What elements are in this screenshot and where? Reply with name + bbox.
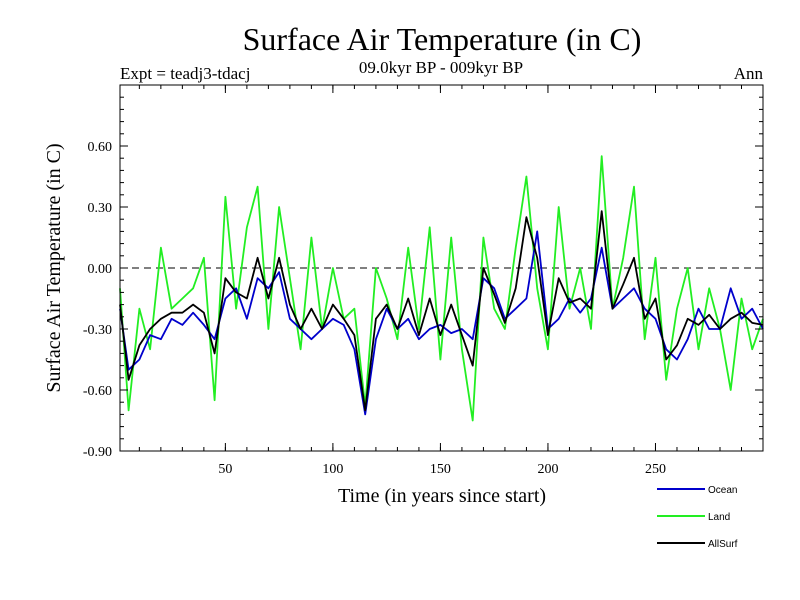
legend: Ocean Land AllSurf (657, 485, 738, 550)
y-tick-label: -0.60 (83, 384, 112, 399)
legend-label-ocean: Ocean (708, 485, 737, 496)
y-tick-label: 0.60 (88, 140, 113, 155)
y-tick-label: 0.00 (88, 262, 113, 277)
x-tick-label: 50 (218, 462, 232, 477)
legend-label-land: Land (708, 512, 730, 523)
y-tick-label: -0.30 (83, 323, 112, 338)
x-tick-label: 150 (430, 462, 451, 477)
x-tick-label: 250 (645, 462, 666, 477)
plot-area: -0.90 -0.60 -0.30 0.00 0.30 0.60 50 100 150 200 25… (83, 84, 764, 477)
x-tick-label: 100 (322, 462, 343, 477)
series-line-ocean (119, 230, 764, 416)
x-axis-label: Time (in years since start) (338, 485, 546, 507)
expt-label: Expt = teadj3-tdacj (120, 64, 250, 83)
series-line-allsurf (119, 210, 764, 412)
period-label: Ann (734, 64, 764, 83)
chart-title: Surface Air Temperature (in C) (243, 21, 642, 57)
chart-subtitle: 09.0kyr BP - 009kyr BP (359, 58, 523, 77)
y-tick-label: -0.90 (83, 445, 112, 460)
y-tick-label: 0.30 (88, 201, 113, 216)
series-line-land (119, 155, 764, 422)
legend-label-allsurf: AllSurf (708, 539, 738, 550)
y-axis-label: Surface Air Temperature (in C) (43, 143, 65, 392)
x-tick-label: 200 (537, 462, 558, 477)
